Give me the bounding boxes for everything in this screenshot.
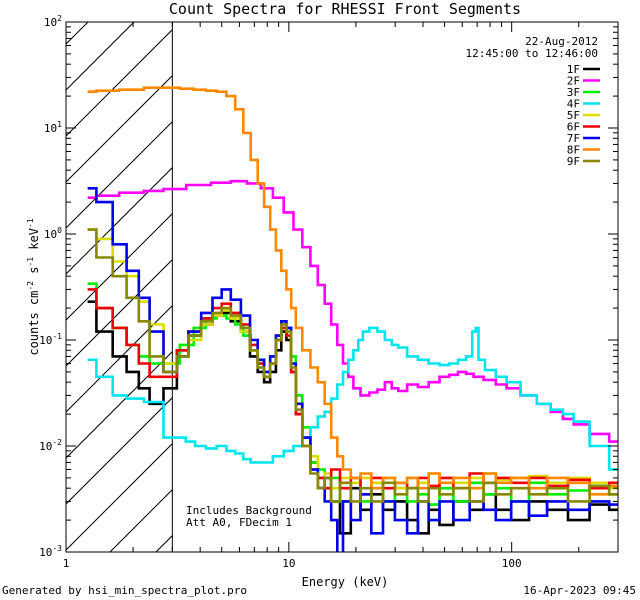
hatch-line: [66, 396, 173, 505]
x-tick-label: 100: [502, 557, 522, 570]
timestamp-text: 16-Apr-2023 09:45: [523, 584, 636, 597]
hatch-line: [66, 22, 89, 45]
series-6F: [87, 288, 618, 496]
hatch-line: [66, 166, 173, 275]
y-tick-labels: 10-3 10-2 10-1 100 101 102: [39, 14, 62, 559]
plot-frame: [65, 21, 619, 553]
legend-label: 5F: [567, 109, 580, 122]
x-tick-labels: 1 10 100: [63, 557, 522, 570]
y-tick-label: 10-1: [39, 332, 62, 347]
hatch-line: [66, 258, 173, 367]
y-tick-label: 100: [44, 226, 62, 241]
hatch-line: [66, 120, 173, 229]
series-2F: [87, 179, 618, 443]
series-4F: [87, 326, 618, 471]
legend-label: 6F: [567, 121, 580, 134]
hatch-line: [66, 304, 173, 413]
annotation-text: Includes Background: [186, 504, 312, 517]
y-tick-label: 10-2: [39, 438, 62, 453]
hatch-line: [66, 442, 173, 551]
y-tick-label: 101: [44, 120, 62, 135]
legend-label: 9F: [567, 155, 580, 168]
hatch-line: [109, 488, 173, 552]
legend-label: 4F: [567, 98, 580, 111]
date-text: 22-Aug-2012: [525, 35, 598, 48]
legend-label: 7F: [567, 132, 580, 145]
series-group: [87, 86, 618, 552]
x-tick-label: 1: [63, 557, 70, 570]
hatch-line: [66, 350, 173, 459]
hatch-line: [66, 22, 135, 91]
axis-ticks: [65, 22, 619, 553]
series-3F: [87, 282, 618, 506]
generator-text: Generated by hsi_min_spectra_plot.pro: [2, 584, 247, 597]
series-9F: [87, 228, 618, 503]
x-axis-label: Energy (keV): [302, 575, 389, 589]
hatch-line: [66, 74, 173, 183]
y-axis-label: counts cm-2 s-1 keV-1: [26, 218, 41, 355]
legend-label: 8F: [567, 144, 580, 157]
time-range-text: 12:45:00 to 12:46:00: [466, 47, 598, 60]
hatch-line: [0, 22, 42, 552]
hatch-line: [66, 212, 173, 321]
annotation-text: Att A0, FDecim 1: [186, 516, 292, 529]
y-tick-label: 10-3: [39, 544, 62, 559]
y-tick-label: 102: [44, 14, 62, 29]
legend-label: 1F: [567, 63, 580, 76]
series-8F: [87, 86, 618, 496]
hatch-line: [66, 28, 173, 137]
chart-title: Count Spectra for RHESSI Front Segments: [169, 0, 521, 18]
legend-label: 3F: [567, 86, 580, 99]
x-tick-label: 10: [282, 557, 295, 570]
hatched-region: [0, 22, 173, 552]
series-1F: [87, 300, 618, 535]
legend-label: 2F: [567, 75, 580, 88]
